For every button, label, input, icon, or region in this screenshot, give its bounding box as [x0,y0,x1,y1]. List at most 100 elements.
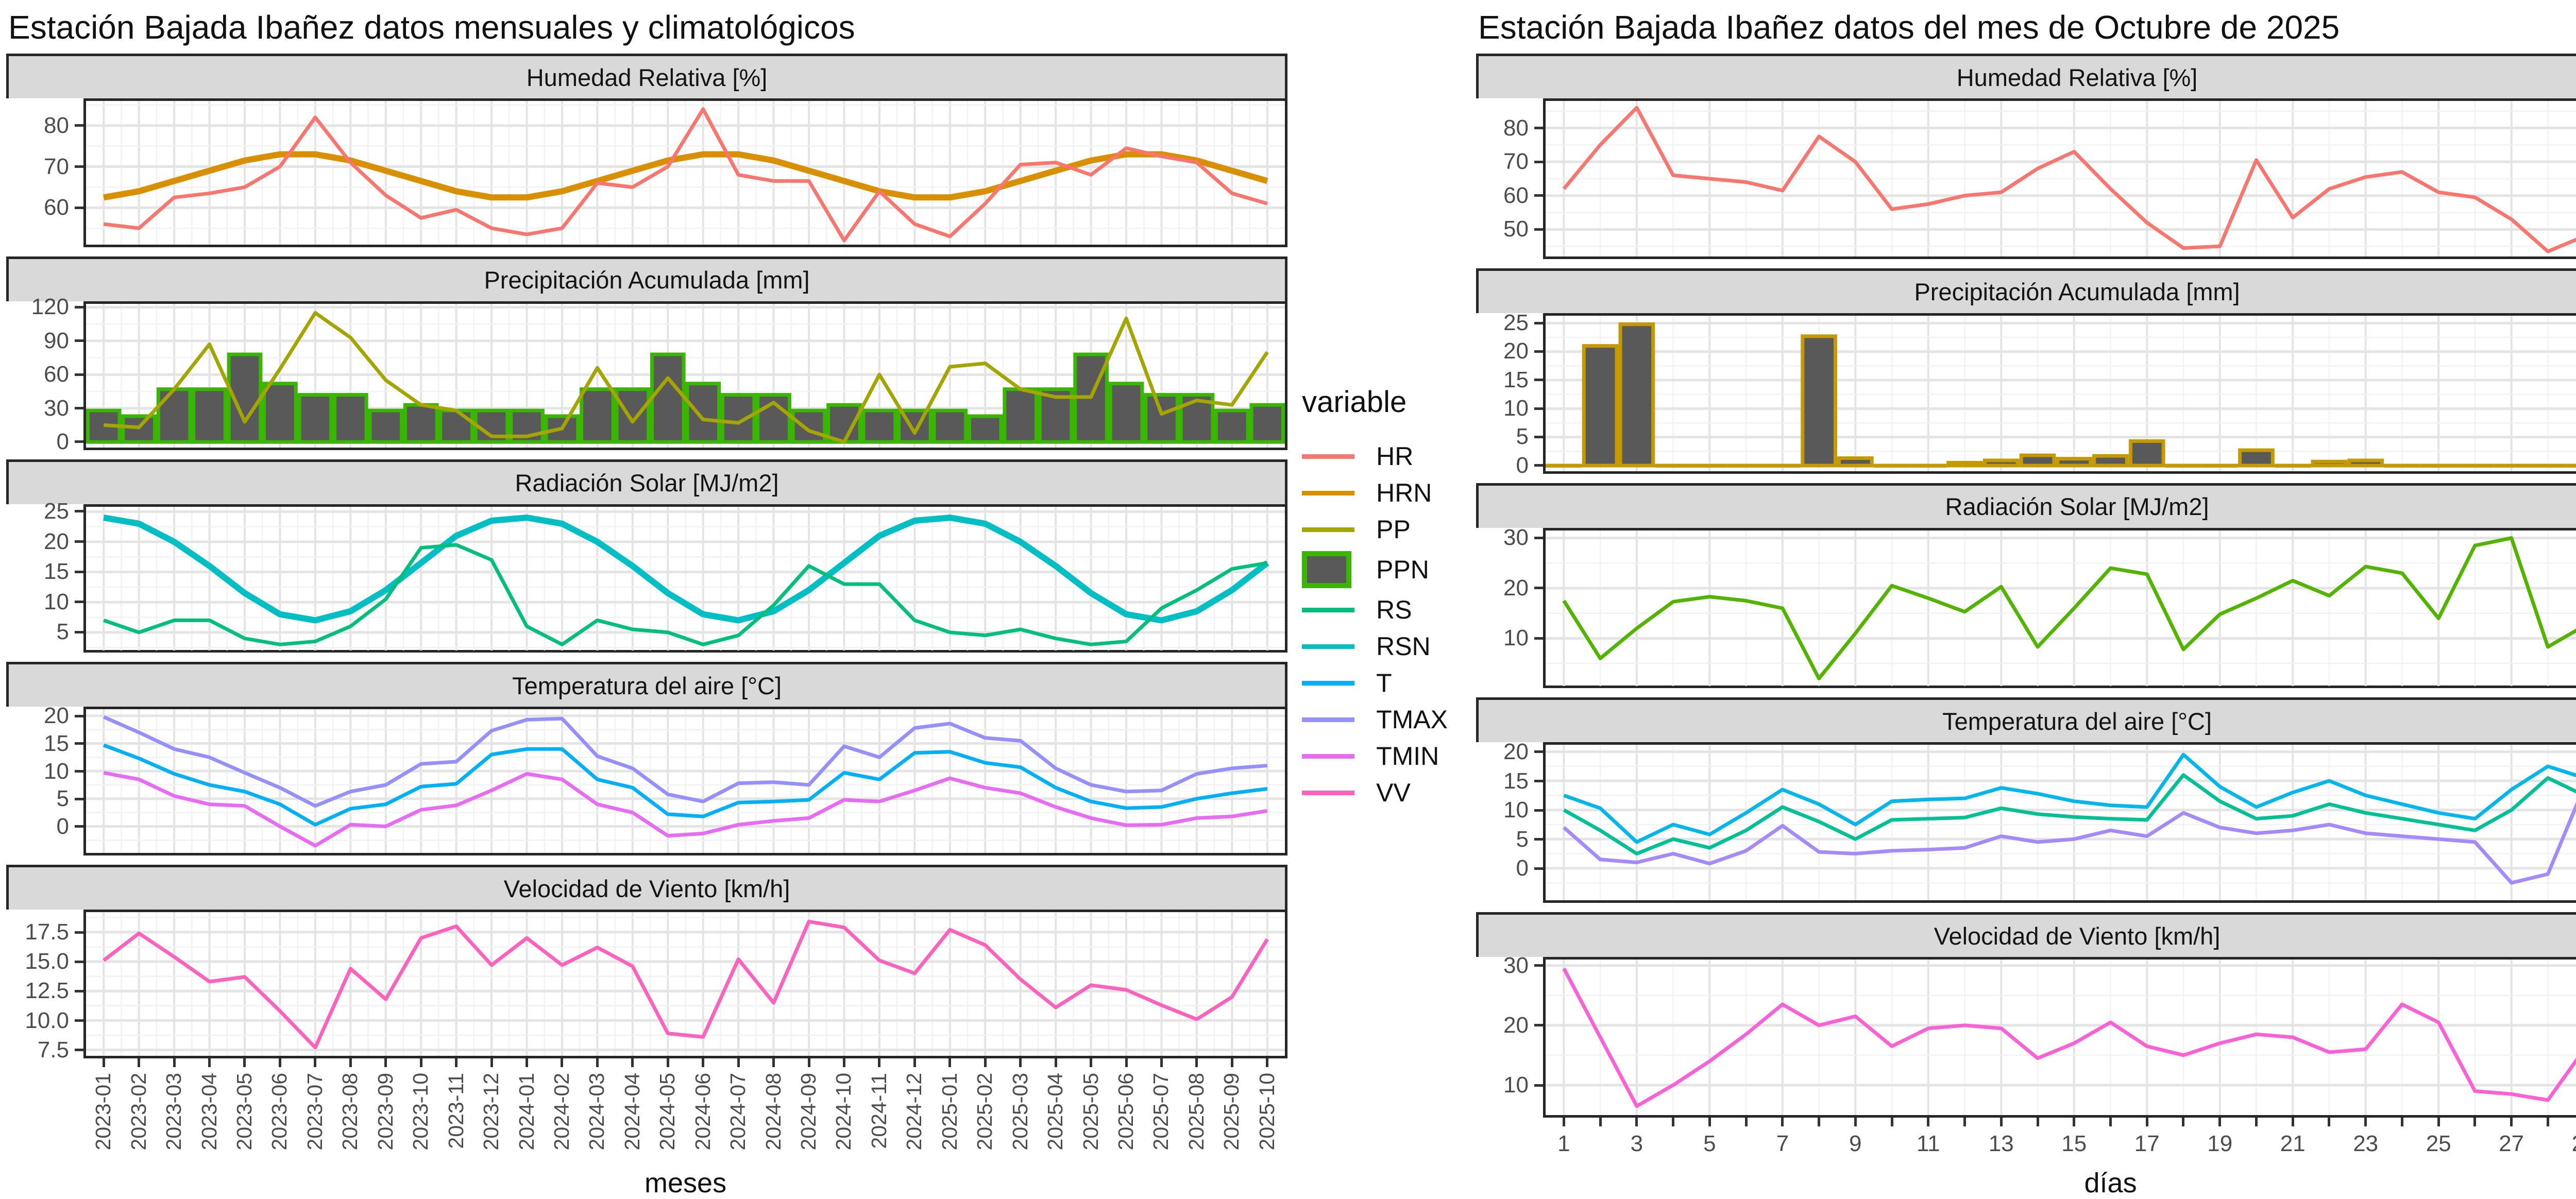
panel-row: 0 5 10 15 20 25 [1476,310,2576,478]
panel-plot-area [1543,742,2576,903]
panel-row: 7.5 10.0 12.5 15.0 17.5 [6,910,1288,1063]
facet-strip-label: Precipitación Acumulada [mm] [1914,278,2240,306]
bar-PP [2056,456,2093,468]
x-tick-label: 2025-02 [973,1073,997,1151]
legend-key-slot [1302,607,1359,612]
x-tick-label: 23 [2353,1131,2379,1156]
x-tick-mark [842,1058,845,1067]
y-tick-label: 80 [44,112,69,138]
y-tick-label: 10 [1503,797,1529,823]
facet-temperatura-del-aire-c-: Temperatura del aire [°C] 0 5 10 15 20 [1476,697,2576,903]
bar-PP [1618,322,1655,468]
facet-strip-label: Precipitación Acumulada [mm] [484,266,810,294]
y-axis: 0 5 10 15 20 [6,703,83,855]
x-tick-label: 2024-09 [796,1073,821,1151]
legend-item-label: HR [1376,442,1414,471]
y-tick-mark [1534,1084,1543,1087]
y-tick-mark [1534,228,1543,231]
x-tick-label: 2025-09 [1219,1073,1244,1151]
y-tick-mark [75,124,83,127]
panel-svg [1546,315,2576,471]
x-tick-label: 2025-04 [1043,1073,1067,1151]
x-tick-label: 2023-11 [444,1073,468,1149]
y-tick-mark [75,1049,83,1052]
y-tick-mark [75,989,83,992]
y-tick-label: 15 [44,730,69,756]
x-tick-label: 2025-06 [1114,1073,1138,1151]
facet-strip: Humedad Relativa [%] [1476,54,2576,98]
series-TMAX-line [1563,753,2576,844]
y-tick-label: 90 [44,328,69,353]
legend-item-HRN: HRN [1302,478,1448,508]
x-tick-mark [2473,1118,2477,1126]
facet-precipitaci-n-acumulada-mm-: Precipitación Acumulada [mm] 0 30 60 90 120 [6,256,1288,454]
y-tick-label: 80 [1503,115,1529,141]
y-tick-mark [1534,536,1543,539]
x-tick-mark [1125,1058,1128,1067]
legend-item-label: PP [1376,515,1411,544]
y-tick-mark [1534,587,1543,590]
bar-PP [2019,453,2056,468]
panel-svg [1546,745,2576,901]
x-tick-mark [737,1058,740,1067]
legend-item-label: RSN [1376,632,1431,661]
daily-chart-title: Estación Bajada Ibañez datos del mes de … [1478,9,2340,46]
x-tick-label: 27 [2499,1131,2524,1156]
x-tick-label: 2024-10 [832,1073,856,1151]
y-tick-label: 15 [44,559,69,585]
x-tick-label: 2024-12 [902,1073,926,1151]
legend-key-TMIN [1302,753,1355,759]
x-tick-mark [314,1058,317,1067]
x-tick-mark [2328,1118,2331,1126]
series-PP-line [103,311,1269,444]
legend-item-label: VV [1376,778,1411,807]
bar-PP [1982,458,2020,468]
y-tick-label: 0 [56,429,69,454]
x-tick-label: 2024-02 [549,1073,573,1151]
bar-PPN [1108,382,1144,444]
panel-svg [86,303,1285,448]
legend-key-RSN [1302,644,1355,649]
x-tick-label: 2025-03 [1008,1073,1032,1151]
y-tick-mark [1534,194,1543,197]
y-tick-mark [75,601,83,604]
y-tick-label: 50 [1503,216,1529,242]
bar-PPN [1144,392,1179,444]
x-tick-label: 2025-01 [937,1073,961,1151]
bar-PP [2347,458,2384,468]
facet-strip-label: Radiación Solar [MJ/m2] [515,469,779,497]
y-tick-mark [75,305,83,309]
panel-svg [86,912,1285,1056]
bar-PP [2092,454,2129,468]
x-tick-mark [2510,1118,2513,1126]
x-tick-label: 2024-07 [726,1073,750,1151]
x-tick-label: 2025-05 [1078,1073,1103,1151]
y-axis: 0 30 60 90 120 [6,294,83,454]
x-tick-label: 2023-06 [267,1073,292,1151]
monthly-legend: variable HR HRN PP PPN RS RSN T TMAX TMIN VV [1287,0,1448,1199]
bar-PPN [615,387,651,444]
y-tick-mark [1534,127,1543,130]
series-RSN-line [103,514,1269,623]
x-tick-mark [2073,1118,2076,1126]
y-tick-mark [1534,350,1543,353]
bar-PPN [227,352,263,444]
x-tick-mark [526,1058,528,1067]
monthly-plot-column: Estación Bajada Ibañez datos mensuales y… [6,0,1288,1199]
x-tick-mark [1562,1118,1565,1126]
y-tick-mark [75,797,83,800]
bar-PPN [967,414,1003,444]
x-tick-mark [2036,1118,2039,1126]
panel-row: 0 5 10 15 20 [6,703,1288,856]
x-tick-mark [1744,1118,1748,1126]
series-T-line [1563,773,2576,856]
facet-strip-label: Temperatura del aire [°C] [1942,707,2212,735]
y-axis: 10 20 30 [1476,525,1543,689]
facet-strip-label: Humedad Relativa [%] [1956,63,2198,91]
panel-row: 50 60 70 80 [1476,98,2576,259]
bar-PPN [262,382,298,444]
monthly-legend-items: HR HRN PP PPN RS RSN T TMAX TMIN VV [1302,435,1448,814]
legend-item-TMAX: TMAX [1302,705,1448,734]
y-tick-label: 0 [56,813,69,839]
panel-svg [86,506,1285,650]
